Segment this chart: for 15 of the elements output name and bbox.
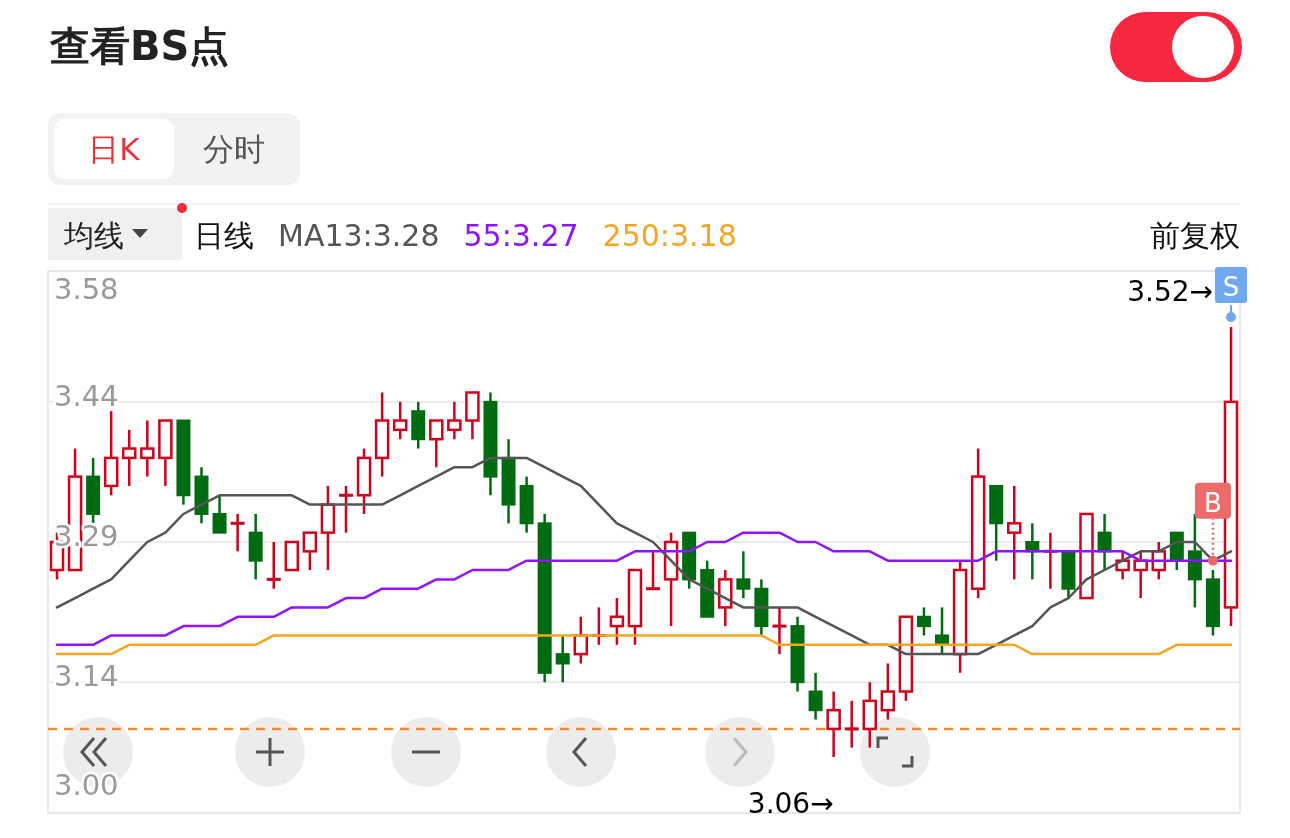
text: 前复权: [1150, 218, 1240, 253]
text: 日K: [88, 131, 141, 167]
y-tick-label: 3.44: [54, 378, 119, 413]
text: 分时: [203, 131, 265, 167]
y-tick-label: 3.14: [54, 659, 119, 694]
title: 查看BS点: [50, 23, 230, 69]
badge-sell: S: [1215, 267, 1247, 323]
text: 均线: [63, 218, 124, 253]
y-tick-label: 3.00: [54, 768, 119, 802]
annotation: 3.06→: [747, 786, 834, 820]
annotation: B: [1204, 487, 1222, 518]
annotation: 3.52→: [1127, 275, 1213, 309]
text: 日线: [194, 218, 254, 253]
annotation: S: [1222, 272, 1240, 303]
y-tick-label: 3.58: [54, 272, 119, 306]
